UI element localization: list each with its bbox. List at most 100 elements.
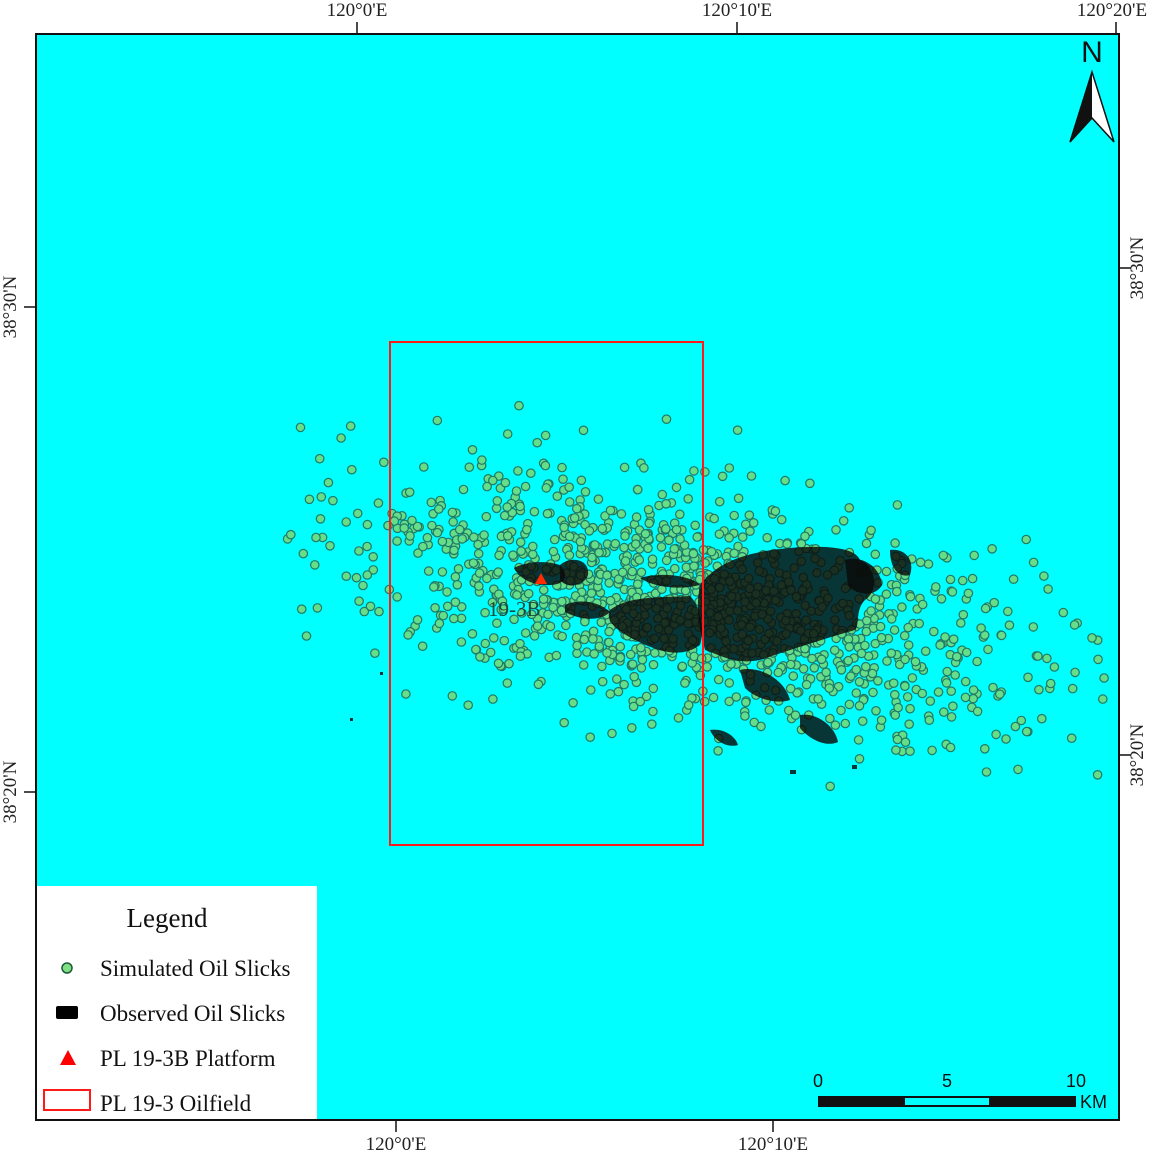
simulated-slick-particle: [564, 550, 575, 560]
simulated-slick-particle: [729, 510, 739, 521]
simulated-slick-particle: [434, 618, 445, 629]
simulated-slick-particle: [586, 588, 597, 598]
simulated-slick-particle: [401, 689, 411, 699]
simulated-slick-particle: [473, 539, 483, 550]
simulated-slick-particle: [579, 616, 590, 627]
simulated-slick-particle: [520, 628, 531, 638]
legend: Legend Simulated Oil Slicks Observed Oil…: [36, 886, 317, 1120]
simulated-slick-particle: [585, 685, 596, 695]
simulated-slick-particle: [680, 678, 690, 688]
simulated-slick-particle: [868, 687, 878, 698]
simulated-slick-particle: [418, 462, 429, 472]
simulated-slick-particle: [836, 664, 847, 675]
simulated-slick-particle: [588, 634, 598, 644]
simulated-slick-particle: [569, 513, 580, 523]
simulated-slick-particle: [485, 647, 496, 658]
simulated-slick-particle: [762, 532, 772, 543]
simulated-slick-particle: [309, 560, 320, 570]
simulated-slick-particle: [480, 638, 491, 649]
simulated-slick-particle: [576, 475, 587, 486]
simulated-slick-particle: [341, 571, 352, 581]
simulated-slick-particle: [625, 649, 636, 660]
simulated-slick-particle: [432, 527, 443, 538]
simulated-slick-particle: [616, 509, 627, 519]
simulated-slick-particle: [861, 615, 872, 626]
simulated-slick-particle: [295, 422, 306, 433]
simulated-slick-particle: [362, 570, 373, 580]
scale-tick-0: 0: [813, 1071, 823, 1091]
simulated-slick-particle: [403, 630, 413, 640]
simulated-slick-particle: [854, 676, 865, 687]
simulated-slick-particle: [946, 712, 957, 722]
observed-slick-near-platform: [560, 559, 589, 586]
simulated-slick-particle: [523, 588, 534, 599]
simulated-slick-particle: [933, 687, 944, 697]
simulated-slick-particle: [1008, 574, 1019, 584]
simulated-slick-particle: [571, 632, 582, 643]
simulated-slick-particle: [669, 563, 680, 574]
legend-box: [36, 886, 317, 1120]
simulated-slick-particle: [543, 609, 553, 620]
top-longitude-label-3: 120°20'E: [1077, 0, 1147, 21]
simulated-slick-particle: [640, 528, 651, 539]
simulated-slick-particle: [602, 648, 612, 658]
simulated-slick-particle: [673, 713, 684, 723]
simulated-slick-particle: [902, 692, 913, 702]
simulated-slick-particle: [407, 515, 417, 526]
simulated-slick-particle: [556, 605, 567, 616]
simulated-slick-particle: [525, 468, 536, 478]
simulated-slick-particle: [456, 637, 467, 647]
simulated-slick-particle: [976, 623, 986, 633]
simulated-slick-particle: [482, 481, 492, 492]
simulated-slick-particle: [724, 463, 735, 473]
simulated-slick-particle: [557, 462, 567, 473]
simulated-slick-particle: [989, 597, 999, 608]
simulated-slick-particle: [699, 696, 710, 707]
simulated-slick-particle: [648, 659, 659, 670]
simulated-slick-particle: [690, 520, 700, 531]
simulated-slick-particle: [917, 599, 928, 610]
top-longitude-label-2: 120°10'E: [702, 0, 772, 21]
simulated-slick-particle: [732, 425, 743, 435]
simulated-slick-particle: [903, 622, 913, 633]
simulated-slick-particle: [325, 540, 335, 551]
observed-slick-streak: [640, 574, 700, 588]
simulated-slick-particle: [708, 692, 719, 703]
simulated-slick-particle: [740, 697, 751, 708]
simulated-slick-particle: [951, 651, 962, 662]
simulated-slick-particle: [636, 567, 647, 578]
simulated-slick-particle: [805, 478, 815, 489]
simulated-slick-particle: [876, 715, 887, 725]
observed-slick-south-west: [710, 729, 738, 746]
simulated-slick-particle: [1037, 713, 1047, 724]
simulated-slick-particle: [881, 589, 892, 599]
simulated-slick-particle: [1033, 651, 1043, 661]
simulated-slick-particle: [1049, 662, 1060, 672]
simulated-slick-particle: [1021, 534, 1031, 545]
simulated-slick-particle: [549, 534, 560, 545]
simulated-slick-particle: [950, 670, 960, 680]
simulated-slick-particle: [1087, 633, 1097, 643]
simulated-slick-particle: [657, 489, 668, 500]
simulated-slick-particle: [538, 594, 549, 604]
simulated-slick-particle: [533, 679, 544, 690]
simulated-slick-particle: [594, 547, 604, 558]
simulated-slick-particle: [584, 525, 595, 536]
simulated-slick-particle: [578, 425, 589, 436]
simulated-slick-particle: [635, 696, 646, 707]
simulated-slick-particle: [515, 651, 526, 661]
simulated-slick-particle: [899, 630, 910, 641]
simulated-slick-particle: [468, 532, 479, 542]
scale-unit: KM: [1080, 1092, 1107, 1112]
simulated-slick-particle: [961, 647, 972, 658]
simulated-slick-particle: [945, 742, 956, 753]
simulated-slick-particle: [680, 585, 691, 596]
right-latitude-label-2: 38°20'N: [1127, 723, 1148, 786]
simulated-slick-particle: [392, 592, 402, 602]
simulated-slick-particle: [713, 674, 724, 685]
simulated-slick-particle: [1021, 726, 1032, 737]
simulated-slick-particle: [968, 693, 978, 704]
simulated-slick-particle: [604, 578, 614, 588]
simulated-slick-particle: [809, 662, 820, 673]
